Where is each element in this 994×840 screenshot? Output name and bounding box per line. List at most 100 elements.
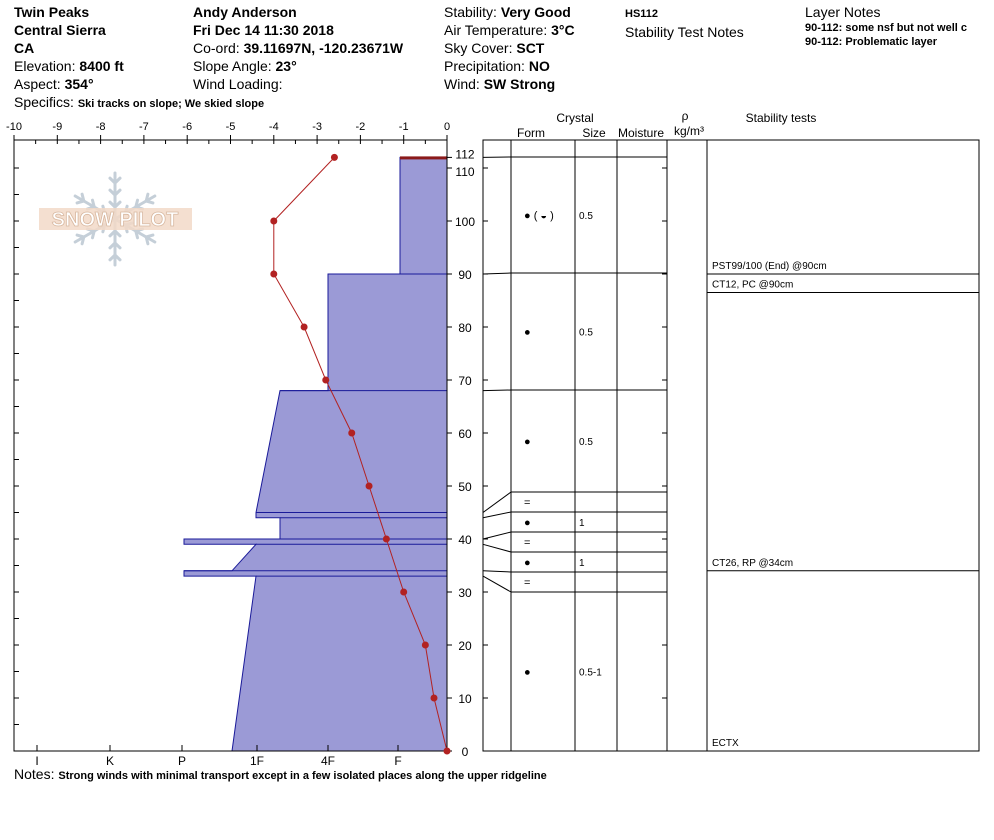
temp-point-5 (348, 429, 356, 437)
col-form: Form (517, 126, 545, 140)
temp-point-1 (270, 217, 278, 225)
header-conditions: Stability: Very Good Air Temperature: 3°… (444, 3, 575, 93)
layer-size-8: 0.5-1 (579, 668, 602, 679)
depth-axis: 0 10 20 30 40 50 60 70 80 90 100 110 112 (14, 147, 475, 759)
flake-branch (134, 229, 139, 240)
stability-test-1: CT12, PC @90cm (712, 280, 793, 291)
wind-value: SW Strong (483, 76, 556, 92)
observer-name: Andy Anderson (193, 4, 297, 20)
row-connector-3 (482, 491, 512, 513)
col-moisture: Moisture (618, 126, 664, 140)
flake-branch (108, 241, 117, 250)
temperature-axis: -10 -9 -8 -7 -6 -5 -4 -3 -2 -1 0 (6, 121, 450, 144)
temp-tick-label--5: -5 (226, 121, 236, 133)
layer-table: ● ( ◒ ) 0.5 ● 0.5 ● 0.5 = ● 1 = ● 1 = ● 0.5-1 PST99/100… (482, 139, 980, 752)
hardness-tick-label-I: I (35, 754, 38, 768)
column-headers: Crystal Form Size Moisture ρ kg/m³ Stabi… (517, 109, 816, 140)
temp-point-0 (330, 153, 338, 161)
temp-tick-label--9: -9 (52, 121, 62, 133)
hardness-tick-label-K: K (106, 754, 114, 768)
row-connector-8 (482, 575, 512, 593)
layer-size-0: 0.5 (579, 211, 593, 222)
depth-tick-label-40: 40 (458, 533, 472, 547)
col-stability-tests: Stability tests (746, 111, 817, 125)
row-connector-6 (482, 543, 512, 553)
flake-branch (113, 200, 122, 209)
flake-branch (80, 192, 86, 203)
layer-form-3: = (524, 497, 530, 509)
hardness-tick-label-F: F (394, 754, 401, 768)
stability-notes-title: Stability Test Notes (625, 24, 744, 40)
temp-point-3 (300, 323, 308, 331)
header-stability-notes: HS112 Stability Test Notes (625, 3, 744, 41)
flake-branch (144, 199, 155, 205)
hardness-axis: I K P 1F 4F F (35, 745, 402, 768)
sky-label: Sky Cover: (444, 40, 513, 56)
precip-value: NO (528, 58, 550, 74)
hs-value: HS112 (625, 8, 659, 20)
row-connector-7 (482, 570, 512, 573)
temp-point-9 (421, 641, 429, 649)
temp-tick-label--1: -1 (399, 121, 409, 133)
elevation-label: Elevation: (14, 58, 76, 74)
depth-tick-label-112: 112 (455, 147, 474, 161)
depth-tick-label-110: 110 (455, 165, 474, 179)
aspect-value: 354° (64, 76, 94, 92)
depth-tick-label-10: 10 (458, 692, 472, 706)
flake-branch (113, 176, 122, 185)
observation-datetime: Fri Dec 14 11:30 2018 (193, 22, 334, 38)
temp-point-8 (400, 588, 408, 596)
flake-branch (113, 188, 122, 197)
col-crystal: Crystal (556, 111, 593, 125)
temp-point-6 (365, 482, 373, 490)
temp-point-2 (270, 270, 278, 278)
layer-size-2: 0.5 (579, 437, 593, 448)
depth-tick-label-30: 30 (458, 586, 472, 600)
site-name: Twin Peaks (14, 4, 90, 20)
depth-tick-label-60: 60 (458, 427, 472, 441)
notes-label: Notes: (14, 766, 55, 782)
layer-note-1: 90-112: some nsf but not well c (805, 22, 967, 34)
hardness-profile (183, 156, 448, 752)
aspect-label: Aspect: (14, 76, 61, 92)
temp-point-11 (443, 747, 451, 755)
temp-tick-label--6: -6 (182, 121, 192, 133)
flake-branch (91, 198, 96, 209)
snowpilot-logo: SNOW PILOT (39, 171, 192, 267)
flake-branch (108, 229, 117, 238)
temp-tick-label--8: -8 (96, 121, 106, 133)
temperature-profile (270, 153, 451, 755)
elevation-value: 8400 ft (79, 58, 124, 74)
sky-value: SCT (516, 40, 545, 56)
stability-test-3: ECTX (712, 738, 739, 749)
site-state: CA (14, 40, 35, 56)
temp-tick-label--10: -10 (6, 121, 22, 133)
temp-tick-label--4: -4 (269, 121, 279, 133)
depth-tick-label-50: 50 (458, 480, 472, 494)
coord-label: Co-ord: (193, 40, 240, 56)
temp-point-4 (322, 376, 330, 384)
logo-text: SNOW PILOT (52, 209, 179, 231)
depth-tick-label-90: 90 (458, 268, 472, 282)
flake-branch (75, 233, 86, 239)
col-rho: ρ (682, 109, 689, 123)
depth-tick-label-0: 0 (462, 745, 469, 759)
temp-line (273, 157, 448, 752)
flake-branch (144, 235, 150, 246)
depth-tick-label-70: 70 (458, 374, 472, 388)
header-site: Twin Peaks Central Sierra CA Elevation: … (14, 3, 264, 113)
header-observer: Andy Anderson Fri Dec 14 11:30 2018 Co-o… (193, 3, 403, 93)
table-frame (482, 139, 980, 752)
air-temp-value: 3°C (551, 22, 575, 38)
wind-loading-label: Wind Loading: (193, 76, 283, 92)
layer-form-2: ● (524, 436, 531, 448)
temp-tick-label--7: -7 (139, 121, 149, 133)
coord-value: 39.11697N, -120.23671W (243, 40, 404, 56)
hardness-tick-label-P: P (178, 754, 186, 768)
layer-form-8: ● (524, 667, 531, 679)
flake-branch (108, 253, 117, 262)
depth-tick-label-80: 80 (458, 321, 472, 335)
layer-form-0: ● ( ◒ ) (524, 210, 554, 222)
notes: Notes: Strong winds with minimal transpo… (14, 766, 547, 782)
